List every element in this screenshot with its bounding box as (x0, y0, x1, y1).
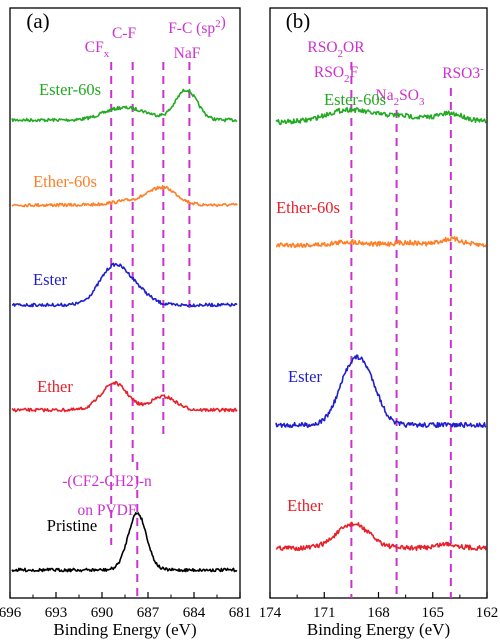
series-line (11, 185, 238, 208)
x-axis-label: Binding Energy (eV) (307, 620, 450, 639)
series-line (276, 236, 487, 249)
series-label: Pristine (47, 516, 97, 535)
series-line (11, 380, 238, 413)
x-tick-label: 693 (45, 605, 68, 621)
series-label: Ester (288, 367, 322, 386)
reference-label: F-C (sp2) (168, 14, 226, 37)
reference-label: -(CF2-CH2)-n (62, 473, 152, 490)
reference-label: RSO2F (314, 64, 359, 85)
series-label: Ether (37, 377, 73, 396)
reference-label: Na2SO3 (376, 87, 425, 108)
series-label: Ester (33, 270, 67, 289)
series-line (11, 511, 238, 573)
series-line (275, 354, 487, 429)
panel-a: (a) 696 693 690 687 684 681 Binding Energy (eV)… (0, 7, 252, 639)
series-line (11, 262, 238, 308)
reference-label: C-F (112, 25, 137, 42)
reference-label: RSO3- (442, 63, 484, 82)
reference-label: on PVDF (77, 502, 136, 519)
x-tick-label: 174 (259, 605, 282, 621)
x-axis-label: Binding Energy (eV) (53, 620, 196, 639)
x-tick-label: 687 (137, 605, 160, 621)
series-line (11, 88, 238, 123)
series-label: Ether-60s (33, 172, 97, 191)
x-tick-label: 168 (367, 605, 390, 621)
panel-b: (b) 174 171 168 165 162 Binding Energy (eV) RSO… (259, 7, 499, 639)
series-label: Ester-60s (324, 90, 386, 109)
x-tick-label: 165 (422, 605, 445, 621)
series-label: Ether-60s (276, 198, 340, 217)
panel-label: (b) (286, 9, 311, 33)
x-tick-label: 162 (476, 605, 499, 621)
x-tick-label: 696 (0, 605, 22, 621)
reference-label: RSO2OR (307, 39, 365, 60)
x-tick-label: 681 (229, 605, 252, 621)
series-line (275, 521, 487, 552)
reference-label: CFx (85, 39, 110, 60)
x-tick-label: 690 (91, 605, 114, 621)
x-tick-label: 171 (313, 605, 336, 621)
x-tick-label: 684 (183, 605, 206, 621)
reference-label: NaF (174, 45, 201, 62)
series-line (275, 107, 487, 126)
series-label: Ether (287, 496, 323, 515)
series-label: Ester-60s (39, 80, 101, 99)
panel-label: (a) (26, 9, 49, 33)
